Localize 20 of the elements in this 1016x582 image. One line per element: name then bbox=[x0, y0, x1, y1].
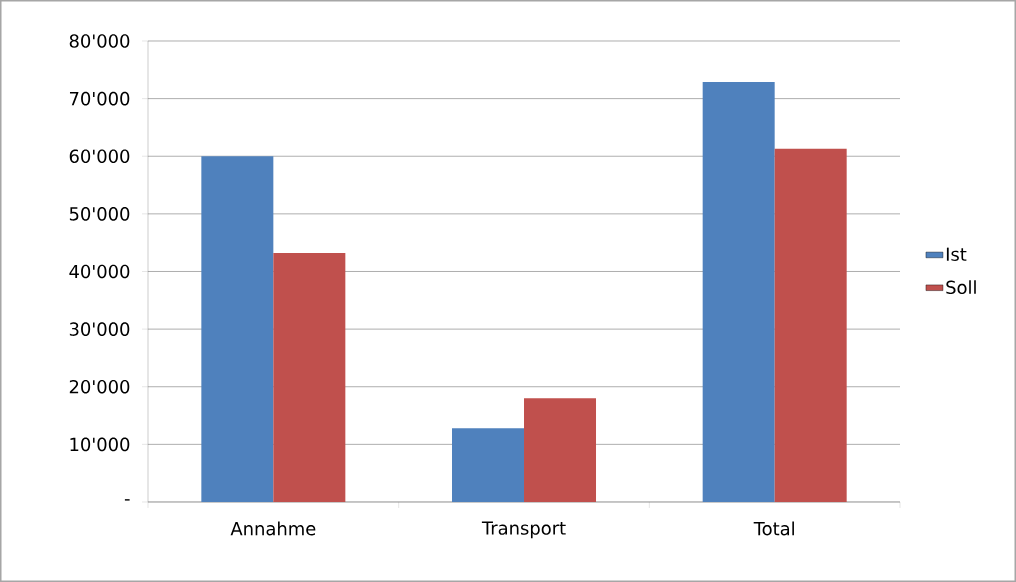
legend-label: Soll bbox=[946, 280, 976, 295]
bar bbox=[524, 398, 597, 502]
bar bbox=[702, 81, 775, 502]
y-tick-label: - bbox=[124, 499, 130, 501]
y-tick-label: 10'000 bbox=[70, 437, 130, 452]
bar bbox=[774, 148, 847, 502]
bar bbox=[452, 428, 525, 502]
x-tick-label: Total bbox=[753, 521, 794, 536]
bar bbox=[201, 156, 274, 502]
y-tick-label: 40'000 bbox=[69, 264, 130, 279]
y-tick-label: 60'000 bbox=[69, 149, 130, 164]
y-tick-label: 80'000 bbox=[69, 34, 130, 48]
y-tick-label: 70'000 bbox=[69, 91, 130, 106]
x-tick-label: Annahme bbox=[230, 521, 316, 536]
legend-label: Ist bbox=[946, 247, 967, 261]
y-tick-label: 30'000 bbox=[69, 322, 130, 336]
y-tick-label: 50'000 bbox=[69, 207, 130, 221]
bar bbox=[273, 253, 346, 502]
y-tick-label: 20'000 bbox=[69, 379, 130, 394]
x-tick-label: Transport bbox=[481, 521, 566, 539]
